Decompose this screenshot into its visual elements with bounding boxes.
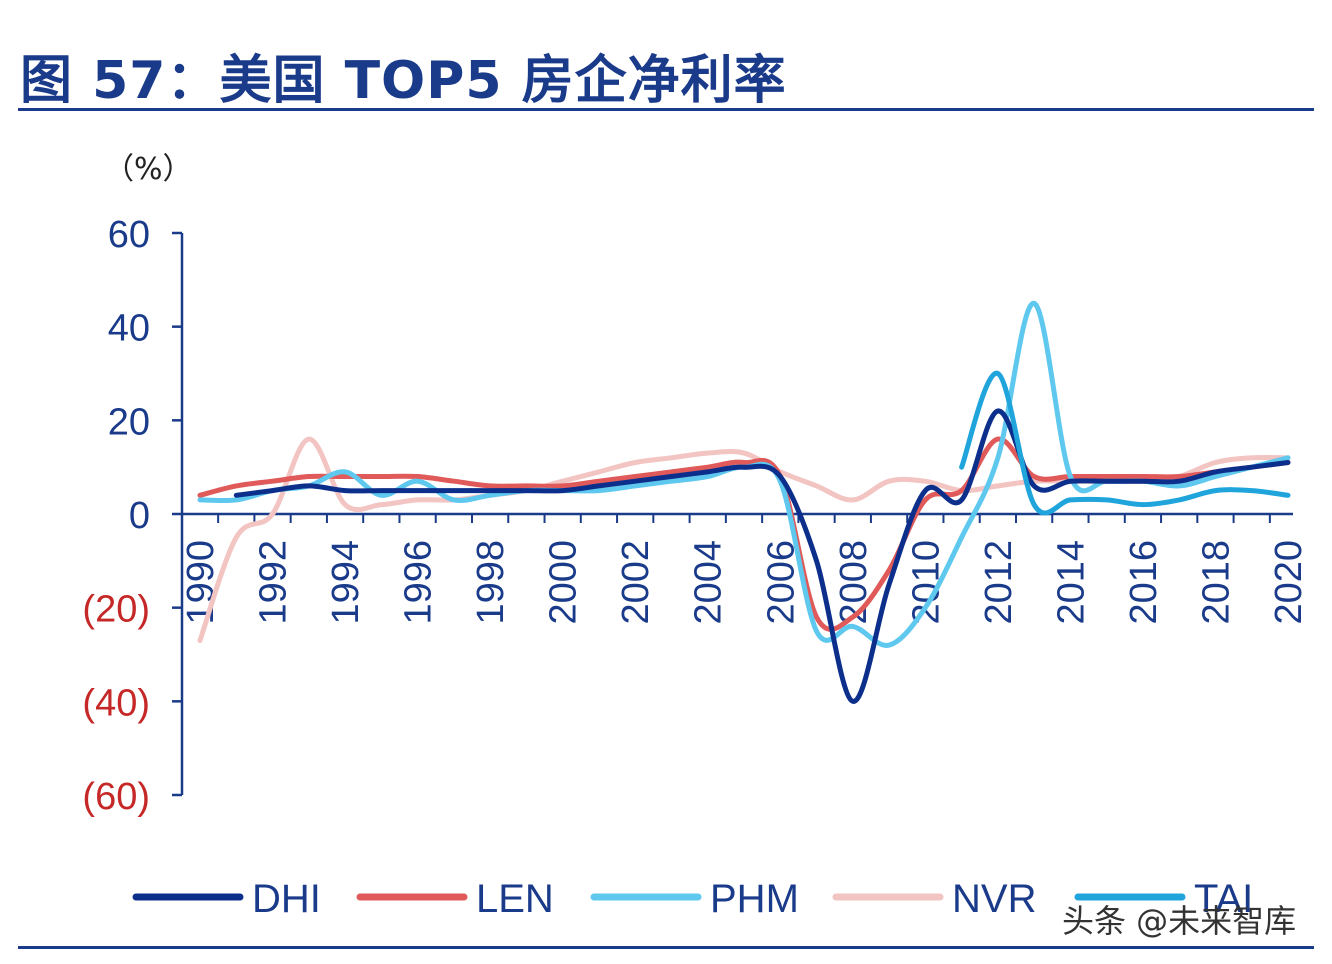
legend-label-dhi: DHI — [252, 877, 321, 921]
x-tick-label: 1996 — [398, 540, 440, 625]
chart-axes: 60 40 20 0 (20) (40) (60) 1990 1992 1994 1996 1998 2… — [82, 214, 1310, 818]
bottom-divider — [18, 946, 1314, 949]
legend-label-len: LEN — [476, 877, 554, 921]
x-tick-label: 2000 — [543, 540, 585, 625]
x-tick-label: 1992 — [253, 540, 295, 625]
legend-label-nvr: NVR — [952, 877, 1036, 921]
x-tick-label: 1990 — [180, 540, 222, 625]
series-layer — [197, 300, 1291, 704]
x-tick-label: 2008 — [833, 540, 875, 625]
y-tick-label: 0 — [129, 495, 150, 537]
y-tick-label: 40 — [108, 308, 150, 350]
legend-label-phm: PHM — [710, 877, 799, 921]
series-line-dhi — [233, 408, 1291, 704]
x-tick-label: 2018 — [1195, 540, 1237, 625]
x-tick-label: 2004 — [688, 540, 730, 625]
top-divider — [18, 108, 1314, 111]
y-tick-label: 60 — [108, 214, 150, 256]
x-tick-label: 2014 — [1050, 540, 1092, 625]
x-tick-label: 1994 — [325, 540, 367, 625]
x-tick-label: 2012 — [978, 540, 1020, 625]
x-tick-label: 1998 — [470, 540, 512, 625]
x-tick-label: 2020 — [1268, 540, 1310, 625]
legend-label-tai: TAI — [1194, 877, 1253, 921]
y-tick-label: 20 — [108, 401, 150, 443]
y-tick-label: (40) — [82, 682, 150, 724]
series-line-tai — [959, 371, 1291, 516]
watermark: 头条 @未来智库 — [1062, 902, 1297, 940]
x-tick-label: 2002 — [615, 540, 657, 625]
chart-title: 图 57：美国 TOP5 房企净利率 — [20, 51, 787, 111]
y-tick-label: (60) — [82, 776, 150, 818]
y-axis-unit-label: （%） — [104, 152, 193, 187]
y-tick-label: (20) — [82, 589, 150, 631]
x-tick-label: 2016 — [1123, 540, 1165, 625]
series-line-len — [197, 436, 1291, 632]
chart-legend: DHI LEN PHM NVR TAI — [132, 877, 1253, 921]
